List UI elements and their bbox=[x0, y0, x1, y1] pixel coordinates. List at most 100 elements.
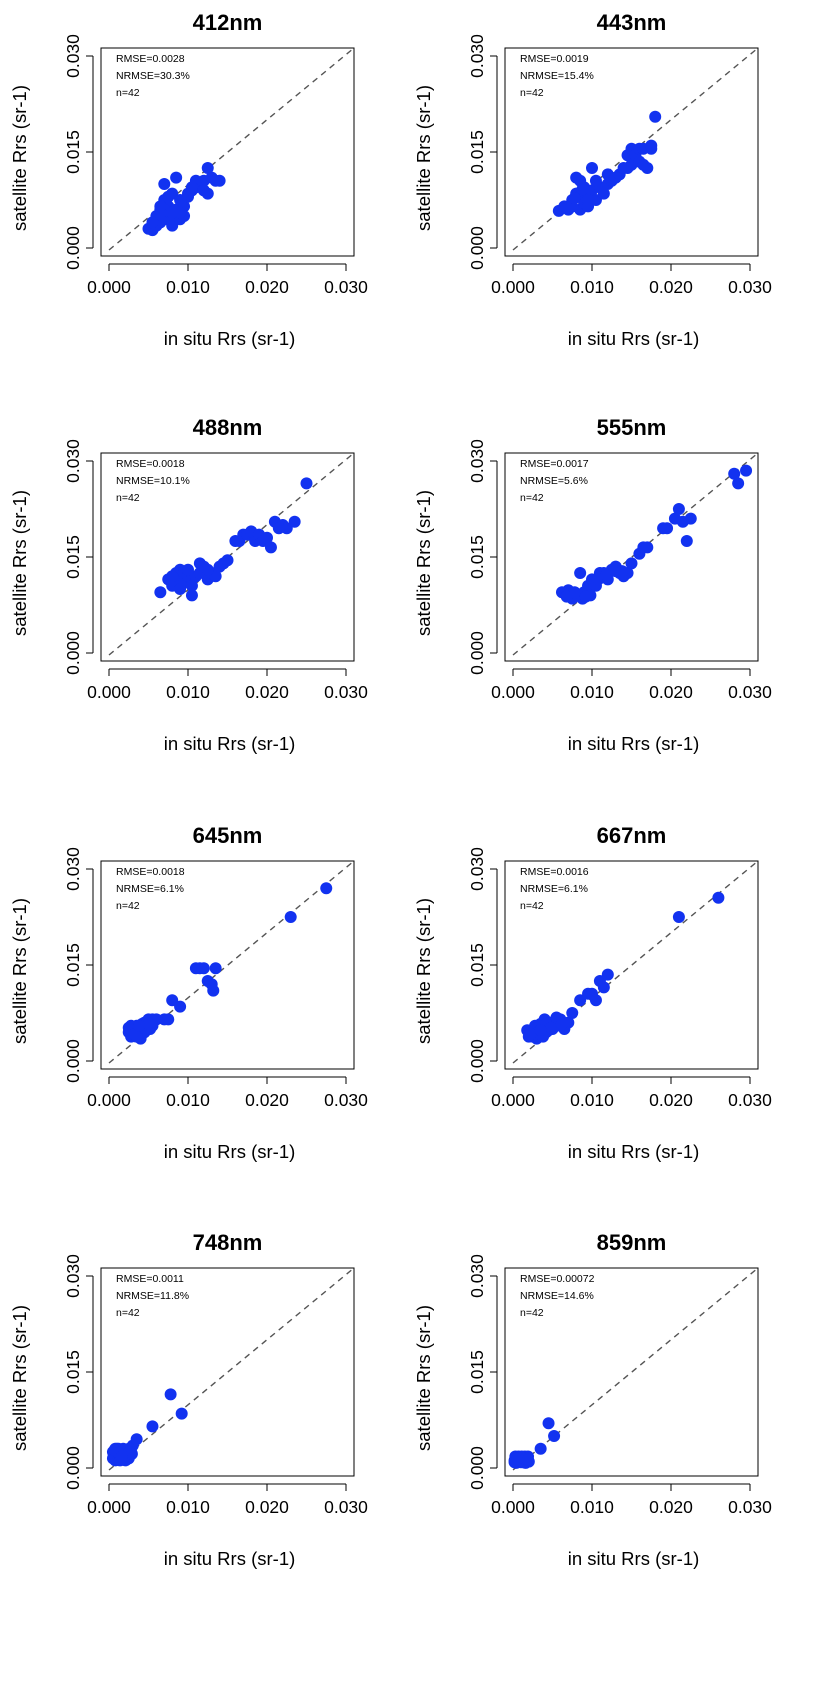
data-point bbox=[649, 110, 662, 123]
plot-frame bbox=[100, 47, 355, 257]
data-point bbox=[166, 570, 179, 583]
data-point bbox=[560, 590, 573, 603]
y-tick-label: 0.030 bbox=[63, 34, 83, 78]
x-axis-label: in situ Rrs (sr-1) bbox=[568, 1141, 700, 1162]
x-tick-label: 0.030 bbox=[728, 1090, 772, 1110]
y-tick-label: 0.015 bbox=[63, 943, 83, 987]
data-point bbox=[684, 512, 697, 525]
x-tick-label: 0.010 bbox=[166, 682, 210, 702]
x-tick-label: 0.010 bbox=[166, 1497, 210, 1517]
data-point bbox=[207, 984, 220, 997]
data-point bbox=[146, 216, 159, 229]
x-axis-label: in situ Rrs (sr-1) bbox=[568, 1548, 700, 1569]
data-point bbox=[125, 1447, 138, 1460]
data-point bbox=[597, 187, 610, 200]
x-tick-label: 0.000 bbox=[491, 1090, 535, 1110]
stat-annotation: NRMSE=5.6% bbox=[520, 475, 588, 487]
scatter-panel-748nm: 748nm 0.000 0.010 0.020 0.030 0.000 0.015 0.030… bbox=[0, 1220, 417, 1641]
plot-title: 667nm bbox=[597, 823, 667, 848]
stat-annotation: NRMSE=6.1% bbox=[116, 883, 184, 895]
y-tick-label: 0.000 bbox=[467, 226, 487, 270]
data-point bbox=[637, 158, 650, 171]
stat-annotation: RMSE=0.0016 bbox=[520, 866, 589, 878]
plot-title: 443nm bbox=[597, 10, 667, 35]
plot-frame bbox=[100, 860, 355, 1070]
data-point bbox=[621, 162, 634, 174]
scatter-plot-svg: 645nm 0.000 0.010 0.020 0.030 0.000 0.015 0.030… bbox=[9, 823, 368, 1162]
data-point bbox=[174, 1000, 187, 1013]
x-axis-label: in situ Rrs (sr-1) bbox=[568, 733, 700, 754]
y-axis-label: satellite Rrs (sr-1) bbox=[9, 898, 30, 1044]
data-point bbox=[162, 1013, 175, 1026]
data-point bbox=[555, 1017, 568, 1030]
scatter-panel-667nm: 667nm 0.000 0.010 0.020 0.030 0.000 0.015 0.030… bbox=[404, 813, 821, 1234]
stat-annotation: RMSE=0.0011 bbox=[116, 1273, 184, 1285]
data-point bbox=[566, 1007, 579, 1019]
y-tick-label: 0.000 bbox=[63, 631, 83, 675]
x-tick-label: 0.010 bbox=[570, 682, 614, 702]
data-point bbox=[680, 535, 693, 547]
data-point bbox=[185, 181, 198, 194]
data-point bbox=[579, 590, 592, 603]
stat-annotation: n=42 bbox=[520, 492, 544, 504]
data-point bbox=[712, 891, 725, 904]
data-point bbox=[534, 1024, 547, 1037]
data-point bbox=[672, 911, 685, 923]
y-tick-label: 0.000 bbox=[63, 226, 83, 270]
stat-annotation: n=42 bbox=[520, 87, 544, 99]
data-point bbox=[672, 503, 685, 515]
data-point bbox=[221, 554, 234, 567]
data-point bbox=[209, 962, 222, 975]
x-tick-label: 0.010 bbox=[570, 277, 614, 297]
stat-annotation: n=42 bbox=[116, 87, 140, 99]
data-point bbox=[582, 194, 595, 206]
stat-annotation: NRMSE=30.3% bbox=[116, 70, 190, 82]
stat-annotation: RMSE=0.00072 bbox=[520, 1273, 595, 1285]
data-point bbox=[300, 477, 313, 490]
y-tick-label: 0.000 bbox=[467, 631, 487, 675]
data-point bbox=[164, 1388, 177, 1401]
y-axis-label: satellite Rrs (sr-1) bbox=[9, 490, 30, 636]
x-tick-label: 0.030 bbox=[324, 1497, 368, 1517]
data-point bbox=[600, 568, 613, 581]
stat-annotation: n=42 bbox=[520, 900, 544, 912]
data-point bbox=[146, 1420, 159, 1433]
stat-annotation: n=42 bbox=[116, 900, 140, 912]
one-to-one-line bbox=[108, 47, 355, 251]
data-point bbox=[661, 522, 674, 535]
data-point bbox=[158, 178, 171, 190]
one-to-one-line bbox=[512, 1267, 759, 1471]
data-point bbox=[288, 515, 301, 528]
y-axis-label: satellite Rrs (sr-1) bbox=[9, 1305, 30, 1451]
data-point bbox=[641, 541, 654, 554]
scatter-plot-svg: 488nm 0.000 0.010 0.020 0.030 0.000 0.015 0.030… bbox=[9, 415, 368, 754]
data-point bbox=[170, 171, 183, 184]
data-point bbox=[568, 192, 581, 205]
x-tick-label: 0.020 bbox=[649, 1497, 693, 1517]
x-tick-label: 0.000 bbox=[491, 277, 535, 297]
scatter-plot-svg: 555nm 0.000 0.010 0.020 0.030 0.000 0.015 0.030… bbox=[413, 415, 772, 754]
data-point bbox=[645, 139, 658, 152]
y-tick-label: 0.015 bbox=[63, 1350, 83, 1394]
data-point bbox=[197, 962, 210, 975]
data-point bbox=[154, 200, 167, 213]
x-tick-label: 0.000 bbox=[87, 1497, 131, 1517]
data-point bbox=[264, 541, 277, 554]
y-tick-label: 0.000 bbox=[467, 1446, 487, 1490]
data-point bbox=[175, 1407, 188, 1420]
data-point bbox=[589, 994, 602, 1007]
x-axis-label: in situ Rrs (sr-1) bbox=[164, 1548, 296, 1569]
data-point bbox=[182, 563, 194, 576]
plot-frame bbox=[100, 452, 355, 662]
x-tick-label: 0.000 bbox=[491, 682, 535, 702]
scatter-plot-svg: 667nm 0.000 0.010 0.020 0.030 0.000 0.015 0.030… bbox=[413, 823, 772, 1162]
x-tick-label: 0.000 bbox=[87, 1090, 131, 1110]
y-tick-label: 0.015 bbox=[63, 130, 83, 174]
y-tick-label: 0.015 bbox=[467, 943, 487, 987]
data-point bbox=[162, 190, 175, 203]
x-tick-label: 0.000 bbox=[87, 277, 131, 297]
x-tick-label: 0.010 bbox=[570, 1497, 614, 1517]
x-tick-label: 0.020 bbox=[245, 1497, 289, 1517]
data-point bbox=[524, 1028, 537, 1041]
